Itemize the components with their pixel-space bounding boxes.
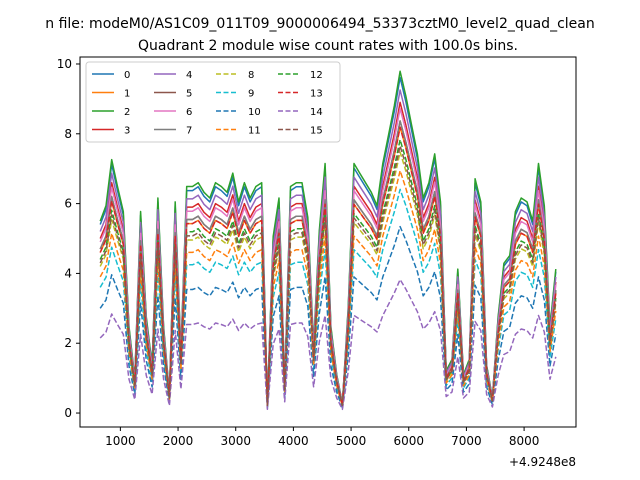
legend-label-15: 15 <box>310 126 323 137</box>
legend-label-6: 6 <box>186 107 192 118</box>
legend-label-0: 0 <box>124 70 130 81</box>
y-axis: 0 2 4 6 8 10 <box>57 57 80 420</box>
legend-box <box>85 61 341 143</box>
series-line-15 <box>99 145 557 407</box>
legend-label-14: 14 <box>310 107 323 118</box>
legend-label-7: 7 <box>186 126 192 137</box>
legend-label-9: 9 <box>248 89 254 100</box>
y-tick-label: 8 <box>64 127 72 141</box>
x-tick-label: 5000 <box>336 434 367 448</box>
legend-label-4: 4 <box>186 70 192 81</box>
x-tick-label: 1000 <box>105 434 136 448</box>
y-tick-label: 2 <box>64 336 72 350</box>
legend-label-10: 10 <box>248 107 261 118</box>
x-axis: 1000 2000 3000 4000 5000 6000 7000 8000 <box>105 427 539 448</box>
chart-title: Quadrant 2 module wise count rates with … <box>138 38 518 54</box>
x-tick-label: 6000 <box>393 434 424 448</box>
x-tick-label: 8000 <box>509 434 540 448</box>
x-tick-label: 7000 <box>451 434 482 448</box>
y-tick-label: 0 <box>64 406 72 420</box>
legend-label-11: 11 <box>248 126 261 137</box>
legend-label-8: 8 <box>248 70 254 81</box>
x-offset-label: +4.9248e8 <box>509 455 576 469</box>
legend-label-13: 13 <box>310 89 323 100</box>
plot-frame <box>79 56 577 428</box>
legend-label-2: 2 <box>124 107 130 118</box>
legend-label-1: 1 <box>124 89 130 100</box>
figure-suptitle: n file: modeM0/AS1C09_011T09_9000006494_… <box>45 16 594 32</box>
series-line-10 <box>99 225 557 409</box>
y-tick-label: 6 <box>64 197 72 211</box>
legend-label-12: 12 <box>310 70 323 81</box>
x-tick-label: 4000 <box>278 434 309 448</box>
legend-label-5: 5 <box>186 89 192 100</box>
y-tick-label: 4 <box>64 266 72 280</box>
plot-lines <box>99 70 557 411</box>
x-tick-label: 3000 <box>220 434 251 448</box>
legend-label-3: 3 <box>124 126 130 137</box>
x-tick-label: 2000 <box>163 434 194 448</box>
y-tick-label: 10 <box>57 57 72 71</box>
series-line-14 <box>99 278 557 411</box>
